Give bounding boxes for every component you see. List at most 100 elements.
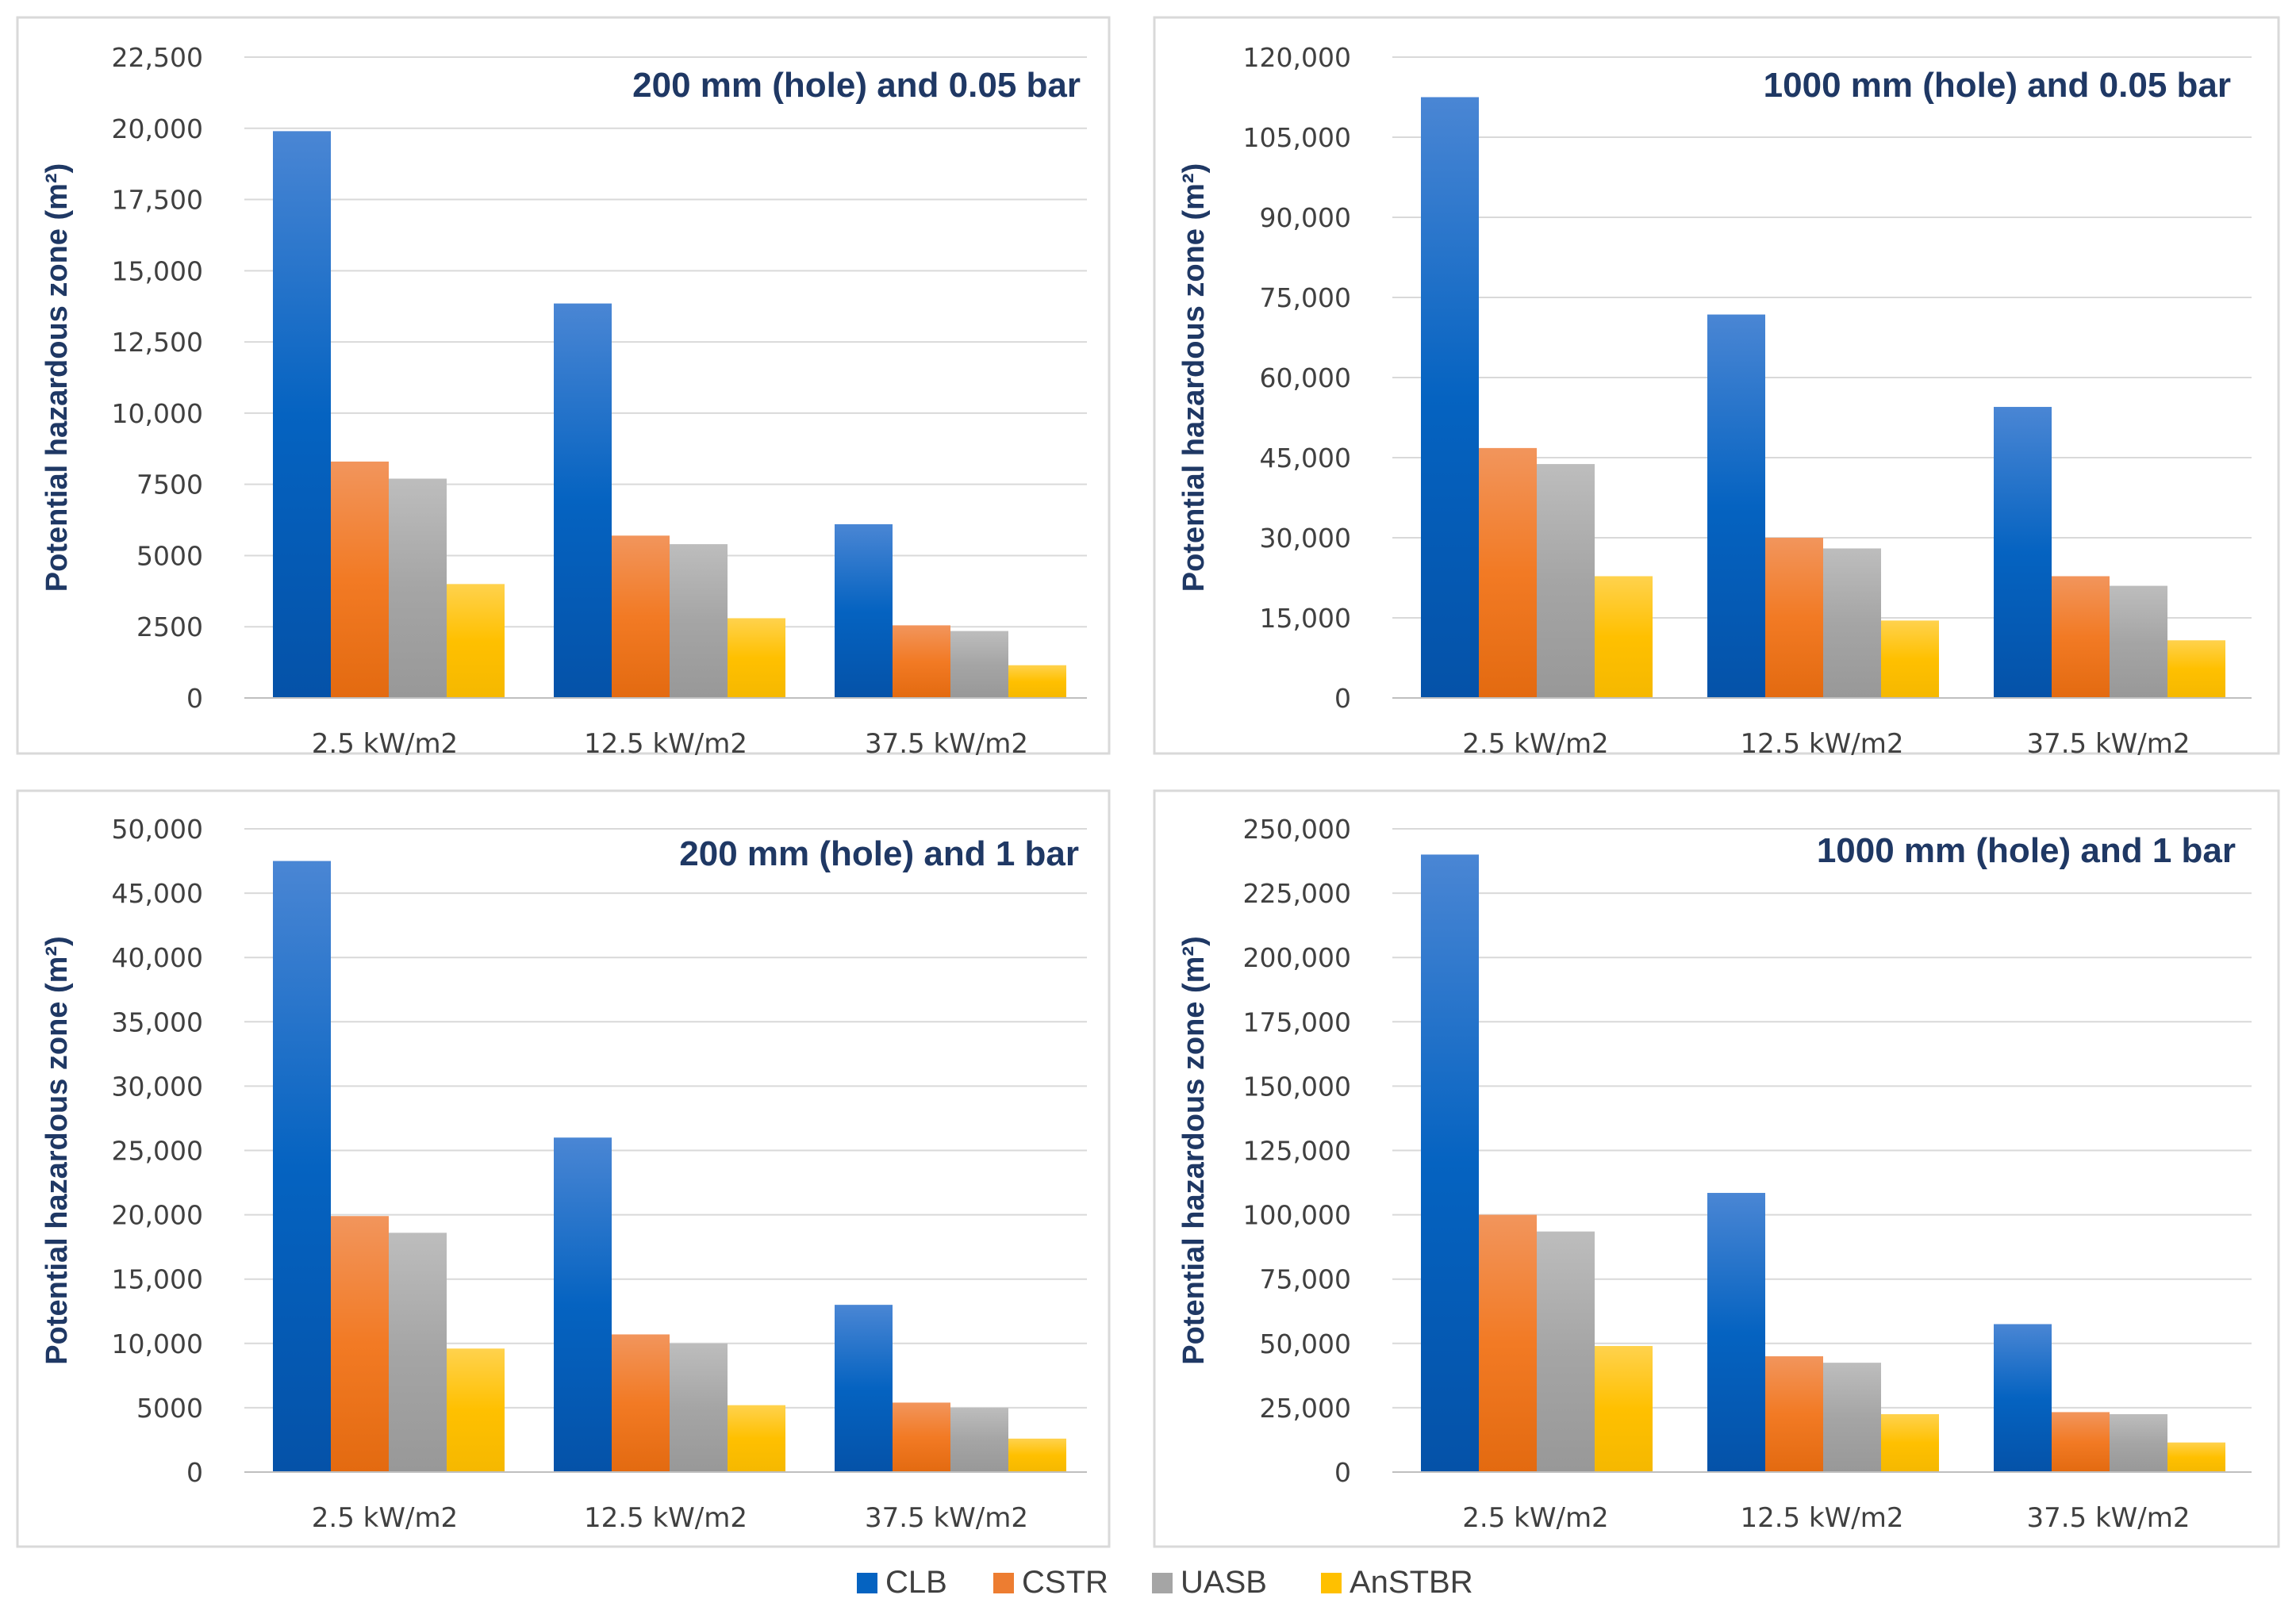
- y-tick-label: 10,000: [112, 1329, 203, 1359]
- y-tick-label: 15,000: [112, 255, 203, 286]
- bar-clb-3: [1994, 1324, 2052, 1472]
- legend-label: CLB: [885, 1565, 947, 1600]
- y-axis-title: Potential hazardous zone (m²): [40, 936, 74, 1364]
- bar-cstr-3: [2052, 1412, 2110, 1472]
- bar-cstr-1: [331, 1216, 389, 1472]
- bar-clb-1: [1421, 97, 1479, 698]
- y-tick-label: 0: [1334, 1457, 1351, 1488]
- y-tick-label: 250,000: [1243, 814, 1351, 845]
- y-tick-label: 175,000: [1243, 1006, 1351, 1037]
- bar-clb-3: [1994, 407, 2052, 698]
- x-tick-label: 37.5 kW/m2: [865, 728, 1028, 760]
- y-tick-label: 100,000: [1243, 1200, 1351, 1231]
- bar-uasb-3: [2110, 1414, 2167, 1472]
- y-axis-title: Potential hazardous zone (m²): [40, 163, 74, 592]
- y-tick-label: 5000: [136, 1393, 203, 1424]
- y-tick-label: 40,000: [112, 942, 203, 973]
- chart-title: 1000 mm (hole) and 1 bar: [1817, 831, 2236, 870]
- bar-anstbr-3: [1008, 665, 1066, 698]
- y-tick-label: 7500: [136, 470, 203, 500]
- y-tick-label: 50,000: [112, 814, 203, 845]
- bar-clb-1: [273, 861, 331, 1472]
- y-tick-label: 12,500: [112, 327, 203, 358]
- bar-anstbr-2: [728, 1405, 785, 1472]
- y-tick-label: 15,000: [1260, 603, 1351, 634]
- bar-uasb-2: [1823, 548, 1881, 698]
- bar-clb-1: [273, 131, 331, 698]
- chart-title: 200 mm (hole) and 0.05 bar: [632, 66, 1081, 105]
- bar-uasb-3: [950, 631, 1008, 698]
- chart-panel-3: 0 5000 10,000 15,000 20,000 25,000 30,000 35,00…: [16, 789, 1111, 1548]
- y-tick-label: 120,000: [1243, 42, 1351, 73]
- y-tick-label: 5000: [136, 540, 203, 571]
- x-tick-label: 37.5 kW/m2: [2026, 1502, 2190, 1534]
- bar-uasb-3: [2110, 585, 2167, 698]
- y-tick-label: 22,500: [112, 42, 203, 73]
- bar-clb-2: [1707, 314, 1765, 698]
- x-tick-label: 37.5 kW/m2: [865, 1502, 1028, 1534]
- legend-item-uasb: UASB: [1152, 1565, 1267, 1600]
- bar-cstr-1: [1479, 447, 1537, 698]
- bar-cstr-2: [1765, 538, 1823, 698]
- bar-cstr-3: [893, 625, 950, 698]
- y-tick-label: 15,000: [112, 1264, 203, 1295]
- y-tick-label: 125,000: [1243, 1136, 1351, 1167]
- chart-panel-1: 0 2500 5000 7500 10,000 12,500 15,000 17,500 20,…: [16, 16, 1111, 760]
- bar-clb-3: [835, 523, 893, 698]
- legend-item-clb: CLB: [857, 1565, 947, 1600]
- y-tick-label: 50,000: [1260, 1329, 1351, 1359]
- y-tick-label: 150,000: [1243, 1071, 1351, 1102]
- y-tick-label: 60,000: [1260, 362, 1351, 393]
- bar-anstbr-2: [728, 618, 785, 698]
- chart-title: 1000 mm (hole) and 0.05 bar: [1764, 66, 2231, 105]
- chart-panel-4: 0 25,000 50,000 75,000 100,000 125,000 150,000…: [1153, 789, 2280, 1548]
- bar-uasb-1: [1537, 1231, 1595, 1472]
- y-tick-label: 75,000: [1260, 282, 1351, 313]
- bar-anstbr-1: [1595, 576, 1653, 698]
- bar-cstr-2: [1765, 1356, 1823, 1472]
- legend-label: AnSTBR: [1350, 1565, 1473, 1600]
- y-tick-label: 17,500: [112, 185, 203, 216]
- y-tick-label: 45,000: [1260, 443, 1351, 474]
- x-tick-label: 2.5 kW/m2: [312, 1502, 458, 1534]
- x-tick-label: 2.5 kW/m2: [1462, 728, 1608, 760]
- y-tick-label: 105,000: [1243, 122, 1351, 153]
- legend-item-cstr: CSTR: [993, 1565, 1108, 1600]
- bar-anstbr-2: [1881, 620, 1939, 698]
- legend-label: UASB: [1181, 1565, 1267, 1600]
- y-tick-label: 2500: [136, 612, 203, 642]
- x-tick-label: 12.5 kW/m2: [584, 1502, 747, 1534]
- bar-uasb-2: [670, 1343, 728, 1472]
- legend-swatch: [993, 1573, 1014, 1593]
- bar-cstr-3: [2052, 576, 2110, 698]
- y-tick-label: 20,000: [112, 113, 203, 144]
- x-tick-label: 12.5 kW/m2: [1740, 728, 1903, 760]
- chart-panel-2: 0 15,000 30,000 45,000 60,000 75,000 90,000 105…: [1153, 16, 2280, 760]
- legend-item-anstbr: AnSTBR: [1321, 1565, 1473, 1600]
- chart-title: 200 mm (hole) and 1 bar: [679, 834, 1079, 873]
- y-tick-label: 0: [186, 683, 203, 714]
- y-tick-label: 90,000: [1260, 202, 1351, 233]
- bar-uasb-1: [389, 478, 447, 698]
- y-tick-label: 10,000: [112, 398, 203, 429]
- y-tick-label: 35,000: [112, 1006, 203, 1037]
- bar-uasb-1: [389, 1233, 447, 1472]
- y-tick-label: 0: [1334, 683, 1351, 714]
- bar-cstr-2: [612, 535, 670, 698]
- legend-swatch: [1152, 1573, 1173, 1593]
- y-axis-title: Potential hazardous zone (m²): [1177, 936, 1211, 1364]
- y-tick-label: 75,000: [1260, 1264, 1351, 1295]
- bar-clb-3: [835, 1305, 893, 1472]
- y-tick-label: 20,000: [112, 1200, 203, 1231]
- bar-uasb-3: [950, 1407, 1008, 1472]
- bar-cstr-1: [331, 461, 389, 698]
- bar-anstbr-1: [447, 1348, 505, 1472]
- bar-anstbr-1: [447, 584, 505, 698]
- legend-swatch: [1321, 1573, 1342, 1593]
- y-tick-label: 200,000: [1243, 942, 1351, 973]
- bar-anstbr-3: [2167, 640, 2225, 698]
- y-tick-label: 30,000: [112, 1071, 203, 1102]
- legend-swatch: [857, 1573, 877, 1593]
- y-tick-label: 0: [186, 1457, 203, 1488]
